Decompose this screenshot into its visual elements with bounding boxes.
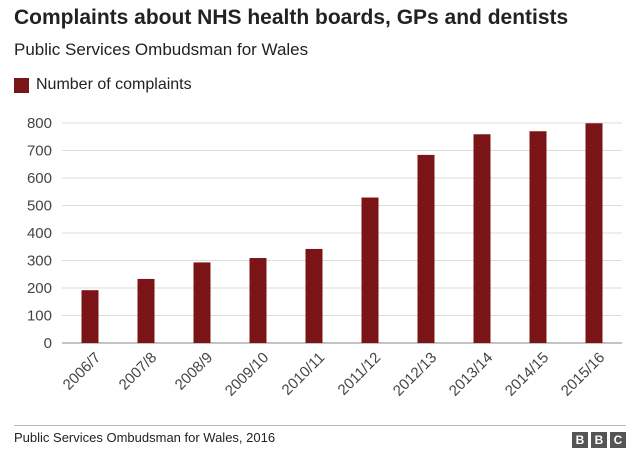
footer-divider <box>14 425 626 426</box>
bar-2008-9 <box>193 262 211 343</box>
x-tick-label: 2008/9 <box>172 349 216 393</box>
x-tick-label: 2010/11 <box>279 349 329 399</box>
bar-2006-7 <box>81 290 99 343</box>
y-tick-label: 500 <box>27 198 52 215</box>
x-tick-label: 2013/14 <box>446 349 496 399</box>
x-axis-ticks: 2006/7 2007/8 2008/9 2009/10 2010/11 2011/12 2… <box>60 349 608 399</box>
y-tick-label: 800 <box>27 115 52 132</box>
bar-2009-10 <box>249 258 267 343</box>
logo-letter-b2: B <box>591 432 607 448</box>
bar-2011-12 <box>361 197 379 343</box>
bar-2015-16 <box>585 123 603 344</box>
y-tick-label: 100 <box>27 308 52 325</box>
legend: Number of complaints <box>14 76 192 94</box>
y-tick-label: 700 <box>27 143 52 160</box>
legend-label: Number of complaints <box>36 76 192 93</box>
bbc-logo: B B C <box>572 432 626 448</box>
x-tick-label: 2011/12 <box>335 349 385 399</box>
x-tick-label: 2014/15 <box>502 349 552 399</box>
gridlines <box>62 122 622 344</box>
x-tick-label: 2006/7 <box>60 349 104 393</box>
y-tick-label: 300 <box>27 253 52 270</box>
bar-2010-11 <box>305 248 323 343</box>
bar-2007-8 <box>137 278 155 343</box>
chart-title: Complaints about NHS health boards, GPs … <box>14 6 569 29</box>
y-tick-label: 200 <box>27 280 52 297</box>
bar-2012-13 <box>417 154 435 343</box>
x-tick-label: 2007/8 <box>116 349 160 393</box>
logo-letter-b1: B <box>572 432 588 448</box>
x-tick-label: 2009/10 <box>222 349 272 399</box>
y-axis-ticks: 0 100 200 300 400 500 600 700 800 <box>27 115 52 352</box>
legend-swatch <box>14 77 29 93</box>
bar-2014-15 <box>529 131 547 343</box>
logo-letter-c: C <box>610 432 626 448</box>
y-tick-label: 0 <box>44 335 52 352</box>
source-note: Public Services Ombudsman for Wales, 201… <box>14 430 276 445</box>
chart-subtitle: Public Services Ombudsman for Wales <box>14 40 309 59</box>
bar-2013-14 <box>473 134 491 343</box>
y-tick-label: 600 <box>27 170 52 187</box>
x-tick-label: 2012/13 <box>390 349 440 399</box>
x-tick-label: 2015/16 <box>558 349 608 399</box>
bars <box>81 123 603 344</box>
y-tick-label: 400 <box>27 225 52 242</box>
